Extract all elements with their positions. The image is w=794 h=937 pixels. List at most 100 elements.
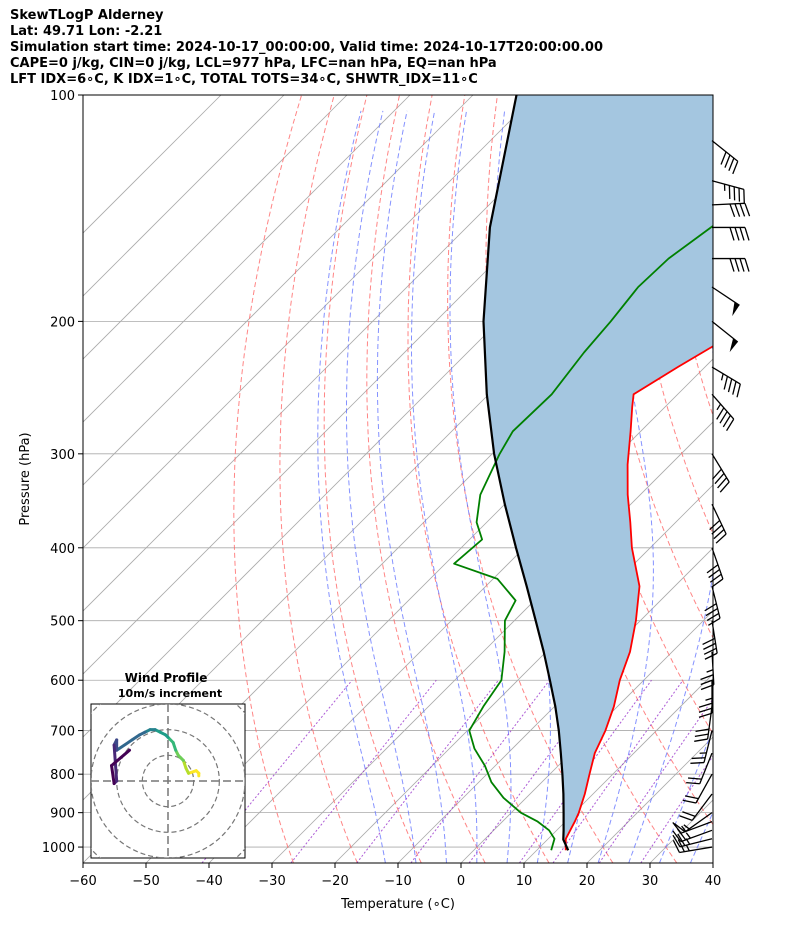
y-tick-label: 200: [50, 315, 75, 330]
barb-half-flag: [685, 832, 691, 839]
x-axis-label: Temperature (∘C): [340, 897, 455, 912]
isotherm-line: [83, 95, 474, 486]
dry-adiabat-line: [726, 95, 794, 863]
temperature-line: [564, 345, 713, 851]
barb-full-flag: [704, 652, 718, 660]
title-line-station: SkewTLogP Alderney: [10, 8, 164, 23]
hodograph: Wind Profile 10m/s increment: [90, 671, 246, 859]
barb-full-flag: [709, 573, 722, 583]
parcel-shading: [483, 95, 713, 851]
barb-staff: [711, 366, 741, 385]
isotherm-line: [83, 95, 348, 360]
y-axis-label: Pressure (hPa): [18, 432, 33, 525]
x-tick-label: −20: [321, 874, 348, 889]
barb-full-flag: [734, 227, 740, 241]
barb-staff: [679, 846, 713, 854]
hodograph-trace-segment: [110, 764, 116, 786]
barb-full-flag: [739, 258, 745, 272]
isotherm-line: [271, 421, 713, 863]
x-tick-label: −30: [258, 874, 285, 889]
barb-half-flag: [720, 373, 724, 381]
barb-full-flag: [682, 811, 696, 817]
barb-full-flag: [708, 617, 721, 626]
y-tick-label: 700: [50, 725, 75, 740]
barb-full-flag: [728, 157, 735, 172]
barb-full-flag: [739, 227, 745, 241]
moist-adiabat-line: [597, 110, 654, 863]
barb-full-flag: [673, 823, 686, 833]
y-tick-label: 300: [50, 448, 75, 463]
barb-full-flag: [727, 378, 733, 393]
barb-full-flag: [715, 533, 727, 544]
barb-half-flag: [705, 697, 713, 701]
barb-full-flag: [700, 679, 714, 686]
x-tick-label: 0: [457, 874, 465, 889]
mixing-ratio-line: [640, 755, 713, 863]
barb-half-flag: [706, 669, 714, 673]
isotherm-line: [83, 95, 537, 549]
isotherm-line: [83, 95, 600, 612]
wind-barb: [694, 706, 713, 742]
barb-full-flag: [744, 203, 751, 217]
barb-full-flag: [690, 761, 705, 764]
hodograph-trace-segment: [110, 748, 131, 768]
title-line-location: Lat: 49.71 Lon: -2.21: [10, 24, 163, 39]
barb-full-flag: [723, 376, 729, 390]
wind-barb: [712, 226, 750, 241]
wind-barb: [702, 620, 718, 660]
wind-barb: [706, 547, 724, 588]
dry-adiabat-line: [279, 95, 358, 863]
title-line-times: Simulation start time: 2024-10-17_00:00:…: [10, 40, 603, 55]
barb-full-flag: [672, 840, 681, 853]
barb-staff: [711, 393, 735, 420]
axes: −60 −50 −40 −30 −20 −10 0 10 20 30 40 100 200 300 400 5…: [18, 89, 721, 912]
wind-barb: [673, 812, 713, 833]
barb-staff: [711, 453, 730, 483]
dry-adiabat-line: [447, 95, 614, 863]
isotherm-line: [83, 95, 411, 423]
dry-adiabat-line: [233, 95, 303, 863]
barb-full-flag: [698, 707, 713, 713]
barb-full-flag: [682, 799, 697, 804]
wind-barb: [711, 202, 751, 218]
barb-full-flag: [694, 733, 709, 738]
hodograph-title: Wind Profile: [125, 671, 208, 685]
x-tick-label: −40: [195, 874, 222, 889]
barb-staff: [711, 547, 724, 580]
barb-full-flag: [679, 815, 693, 821]
barb-full-flag: [734, 203, 741, 217]
x-tick-label: −60: [69, 874, 96, 889]
barb-staff: [711, 180, 745, 191]
barb-full-flag: [739, 203, 746, 217]
barb-full-flag: [711, 468, 722, 480]
barb-full-flag: [700, 684, 715, 691]
barb-full-flag: [672, 830, 682, 842]
barb-full-flag: [706, 564, 719, 574]
barb-full-flag: [691, 757, 706, 760]
title-line-cape: CAPE=0 j/kg, CIN=0 j/kg, LCL=977 hPa, LF…: [10, 56, 497, 71]
moist-adiabat-line: [411, 110, 478, 863]
y-tick-label: 400: [50, 542, 75, 557]
barb-staff: [703, 730, 713, 763]
barb-staff: [691, 793, 713, 821]
wind-barb: [711, 140, 739, 175]
hodograph-trace-segment: [130, 733, 142, 742]
barb-full-flag: [724, 154, 731, 168]
mixing-ratio-line: [598, 698, 713, 863]
barb-staff: [711, 503, 727, 535]
barb-pennant: [729, 338, 738, 353]
barb-full-flag: [709, 519, 721, 531]
barb-full-flag: [714, 473, 725, 485]
wind-barb: [711, 320, 739, 353]
wind-barb: [711, 453, 730, 493]
mixing-ratio-line: [201, 679, 353, 863]
barb-staff: [711, 320, 739, 343]
mixing-ratio-line: [468, 679, 605, 863]
isotherm-line: [83, 95, 222, 234]
parcel-line: [482, 95, 570, 851]
barb-full-flag: [729, 227, 735, 241]
barb-staff: [684, 812, 713, 833]
barb-full-flag: [722, 415, 731, 428]
barb-full-flag: [734, 258, 740, 272]
